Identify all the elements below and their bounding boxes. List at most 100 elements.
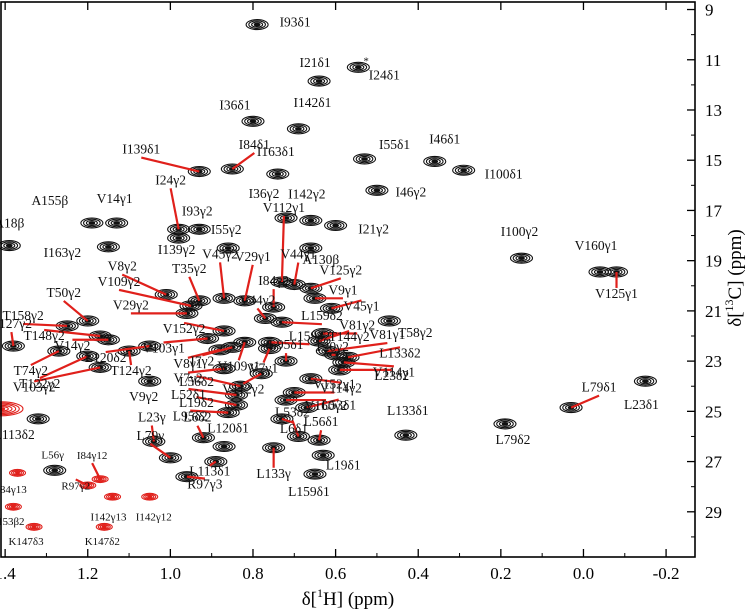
- peak-i24-1: *: [346, 55, 370, 73]
- leader-v109-1: [237, 341, 246, 361]
- y-tick-label: 11: [705, 51, 721, 70]
- leader-t50-2: [63, 300, 89, 322]
- peak-label-v160-1: V160γ1: [575, 238, 618, 253]
- peak-label-r97-2: R97γ2: [61, 480, 90, 492]
- peak-label-l159-2: L159δ2: [301, 308, 343, 323]
- peak-e153-2: [4, 502, 22, 511]
- peak-label-l56: L56γ: [41, 449, 64, 461]
- peak-i46-1: [423, 155, 447, 168]
- leader-i84-1: [231, 152, 255, 170]
- peak-label-l19-1: L19δ1: [326, 457, 361, 472]
- peak-label-i142-2: I142γ2: [288, 186, 325, 201]
- peak-label-i100-2: I100γ2: [501, 224, 538, 239]
- peak-t58-2: [377, 315, 401, 327]
- peak-label-i139-2: I139γ2: [158, 242, 195, 257]
- peak-i142-1: [286, 123, 310, 135]
- x-axis-ticks: 1.4 1.2 1.0 0.8 0.6 0.4 0.2 0.0 -0.2: [0, 2, 680, 583]
- peak-label-l6-2: L6δ2: [183, 410, 211, 425]
- peak-label-l95-2: L95δ2: [173, 409, 208, 424]
- leader-l56-1: [318, 430, 323, 441]
- y-tick-label: 29: [705, 503, 722, 522]
- peak-label-e153-2: E153β2: [0, 516, 25, 528]
- leader-l52-1: [188, 387, 237, 397]
- peak-label-v44-1: V44γ1: [280, 247, 316, 262]
- peak-label-i36-2: I36γ2: [249, 186, 280, 201]
- peak-label-v81-1: V81γ1: [369, 327, 405, 342]
- peak-l133-1: [394, 429, 418, 441]
- peak-v109-2: [179, 300, 203, 312]
- leader-l53-2: [291, 420, 300, 437]
- peak-label-t35-2: T35γ2: [172, 261, 206, 276]
- leader-l79-1: [570, 394, 600, 409]
- peak-label-i46-1: I46δ1: [429, 131, 460, 146]
- leader-i7-2: [202, 346, 233, 357]
- peak-label-l19-2: L19δ2: [179, 395, 214, 410]
- peak-label-i84-2: I84γ2: [258, 273, 289, 288]
- peak-k147-2: [95, 522, 113, 531]
- peak-label-v125-1: V125γ1: [595, 286, 638, 301]
- peak-label-v45-1: V45γ1: [343, 298, 379, 313]
- leader-v44-1: [293, 262, 300, 285]
- peak-label-l113-1: L113δ1: [189, 464, 230, 479]
- peak-l79-1: [559, 402, 583, 414]
- peak-i21-2: [324, 219, 348, 232]
- leader-l19-2: [196, 395, 237, 407]
- leader-v114-1: [343, 361, 394, 368]
- peak-label-i142-12: I142γ12: [136, 512, 172, 524]
- peak-v103-2: [88, 361, 112, 373]
- leader-i139-1: [141, 156, 200, 173]
- peak-k147-3: [25, 522, 43, 531]
- y-tick-label: 23: [705, 352, 722, 371]
- peak-label-v29-2: V29γ2: [113, 297, 149, 312]
- peak-label-l23: L23γ: [138, 409, 166, 424]
- peak-label-t20-2: T20γ2: [314, 339, 348, 354]
- peak-label-v152-1: V152γ1: [313, 377, 356, 392]
- leader-v7-1: [262, 348, 271, 363]
- x-tick-label: -0.2: [653, 564, 680, 583]
- peak-label-l120-2: L120δ2: [85, 350, 127, 365]
- peak-l53-1: [295, 402, 319, 414]
- leader-l56-2: [196, 375, 241, 388]
- leader-v45-1: [331, 299, 362, 310]
- y-tick-label: 27: [705, 453, 723, 472]
- peak-label-v7-1: V7γ1: [249, 361, 278, 376]
- peak-marker: *: [363, 55, 369, 67]
- peak-label-v103-1: V103γ1: [142, 341, 185, 356]
- leader-l79: [149, 442, 171, 459]
- peak-i142-2: [299, 214, 323, 227]
- peak-label-v9-1: V9γ1: [328, 282, 357, 297]
- peak-i36-2: [274, 212, 298, 224]
- peak-label-i142-13: I142γ13: [91, 512, 128, 524]
- x-axis-label: δ[1H] (ppm): [302, 586, 395, 610]
- peak-label-v112-1: V112γ1: [263, 200, 305, 215]
- y-tick-label: 17: [705, 201, 723, 220]
- peak-i163-1: [266, 168, 290, 180]
- leader-v45-2: [218, 262, 226, 299]
- peak-a130: [299, 242, 323, 254]
- peak-label-a155: A155β: [31, 193, 68, 208]
- peak-a155: [80, 217, 104, 229]
- peak-label-t122-2: T122γ2: [19, 376, 60, 391]
- peak-label-i21-1: I21δ1: [300, 55, 331, 70]
- x-tick-label: 1.4: [0, 564, 16, 583]
- leader-v125-2: [310, 277, 342, 290]
- peak-label-t158-2: T158γ2: [2, 308, 43, 323]
- peak-i100-2: [509, 252, 534, 264]
- peak-i55-1: [352, 153, 377, 165]
- peak-i36-1: [241, 115, 265, 127]
- leader-t35-2: [188, 276, 201, 302]
- y-tick-label: 13: [705, 101, 722, 120]
- peak-label-i84-1: I84δ1: [239, 137, 270, 152]
- y-tick-label: 19: [705, 252, 722, 271]
- peak-i163-2: [96, 241, 120, 253]
- peak-label-l95-1: L95δ1: [269, 337, 304, 352]
- peak-i142-12: [141, 492, 159, 501]
- peak-label-v114-2: V114γ2: [320, 381, 362, 396]
- peak-label-l23-2: L23δ2: [374, 368, 409, 383]
- leader-t144-2: [318, 329, 350, 343]
- peak-i93-1: [245, 19, 269, 31]
- peak-label-v152-2: V152γ2: [163, 321, 206, 336]
- peak-label-v45-2: V45γ2: [202, 246, 238, 261]
- peak-label-t74-2: T74γ2: [14, 363, 48, 378]
- peak-label-t50-2: T50γ2: [47, 285, 81, 300]
